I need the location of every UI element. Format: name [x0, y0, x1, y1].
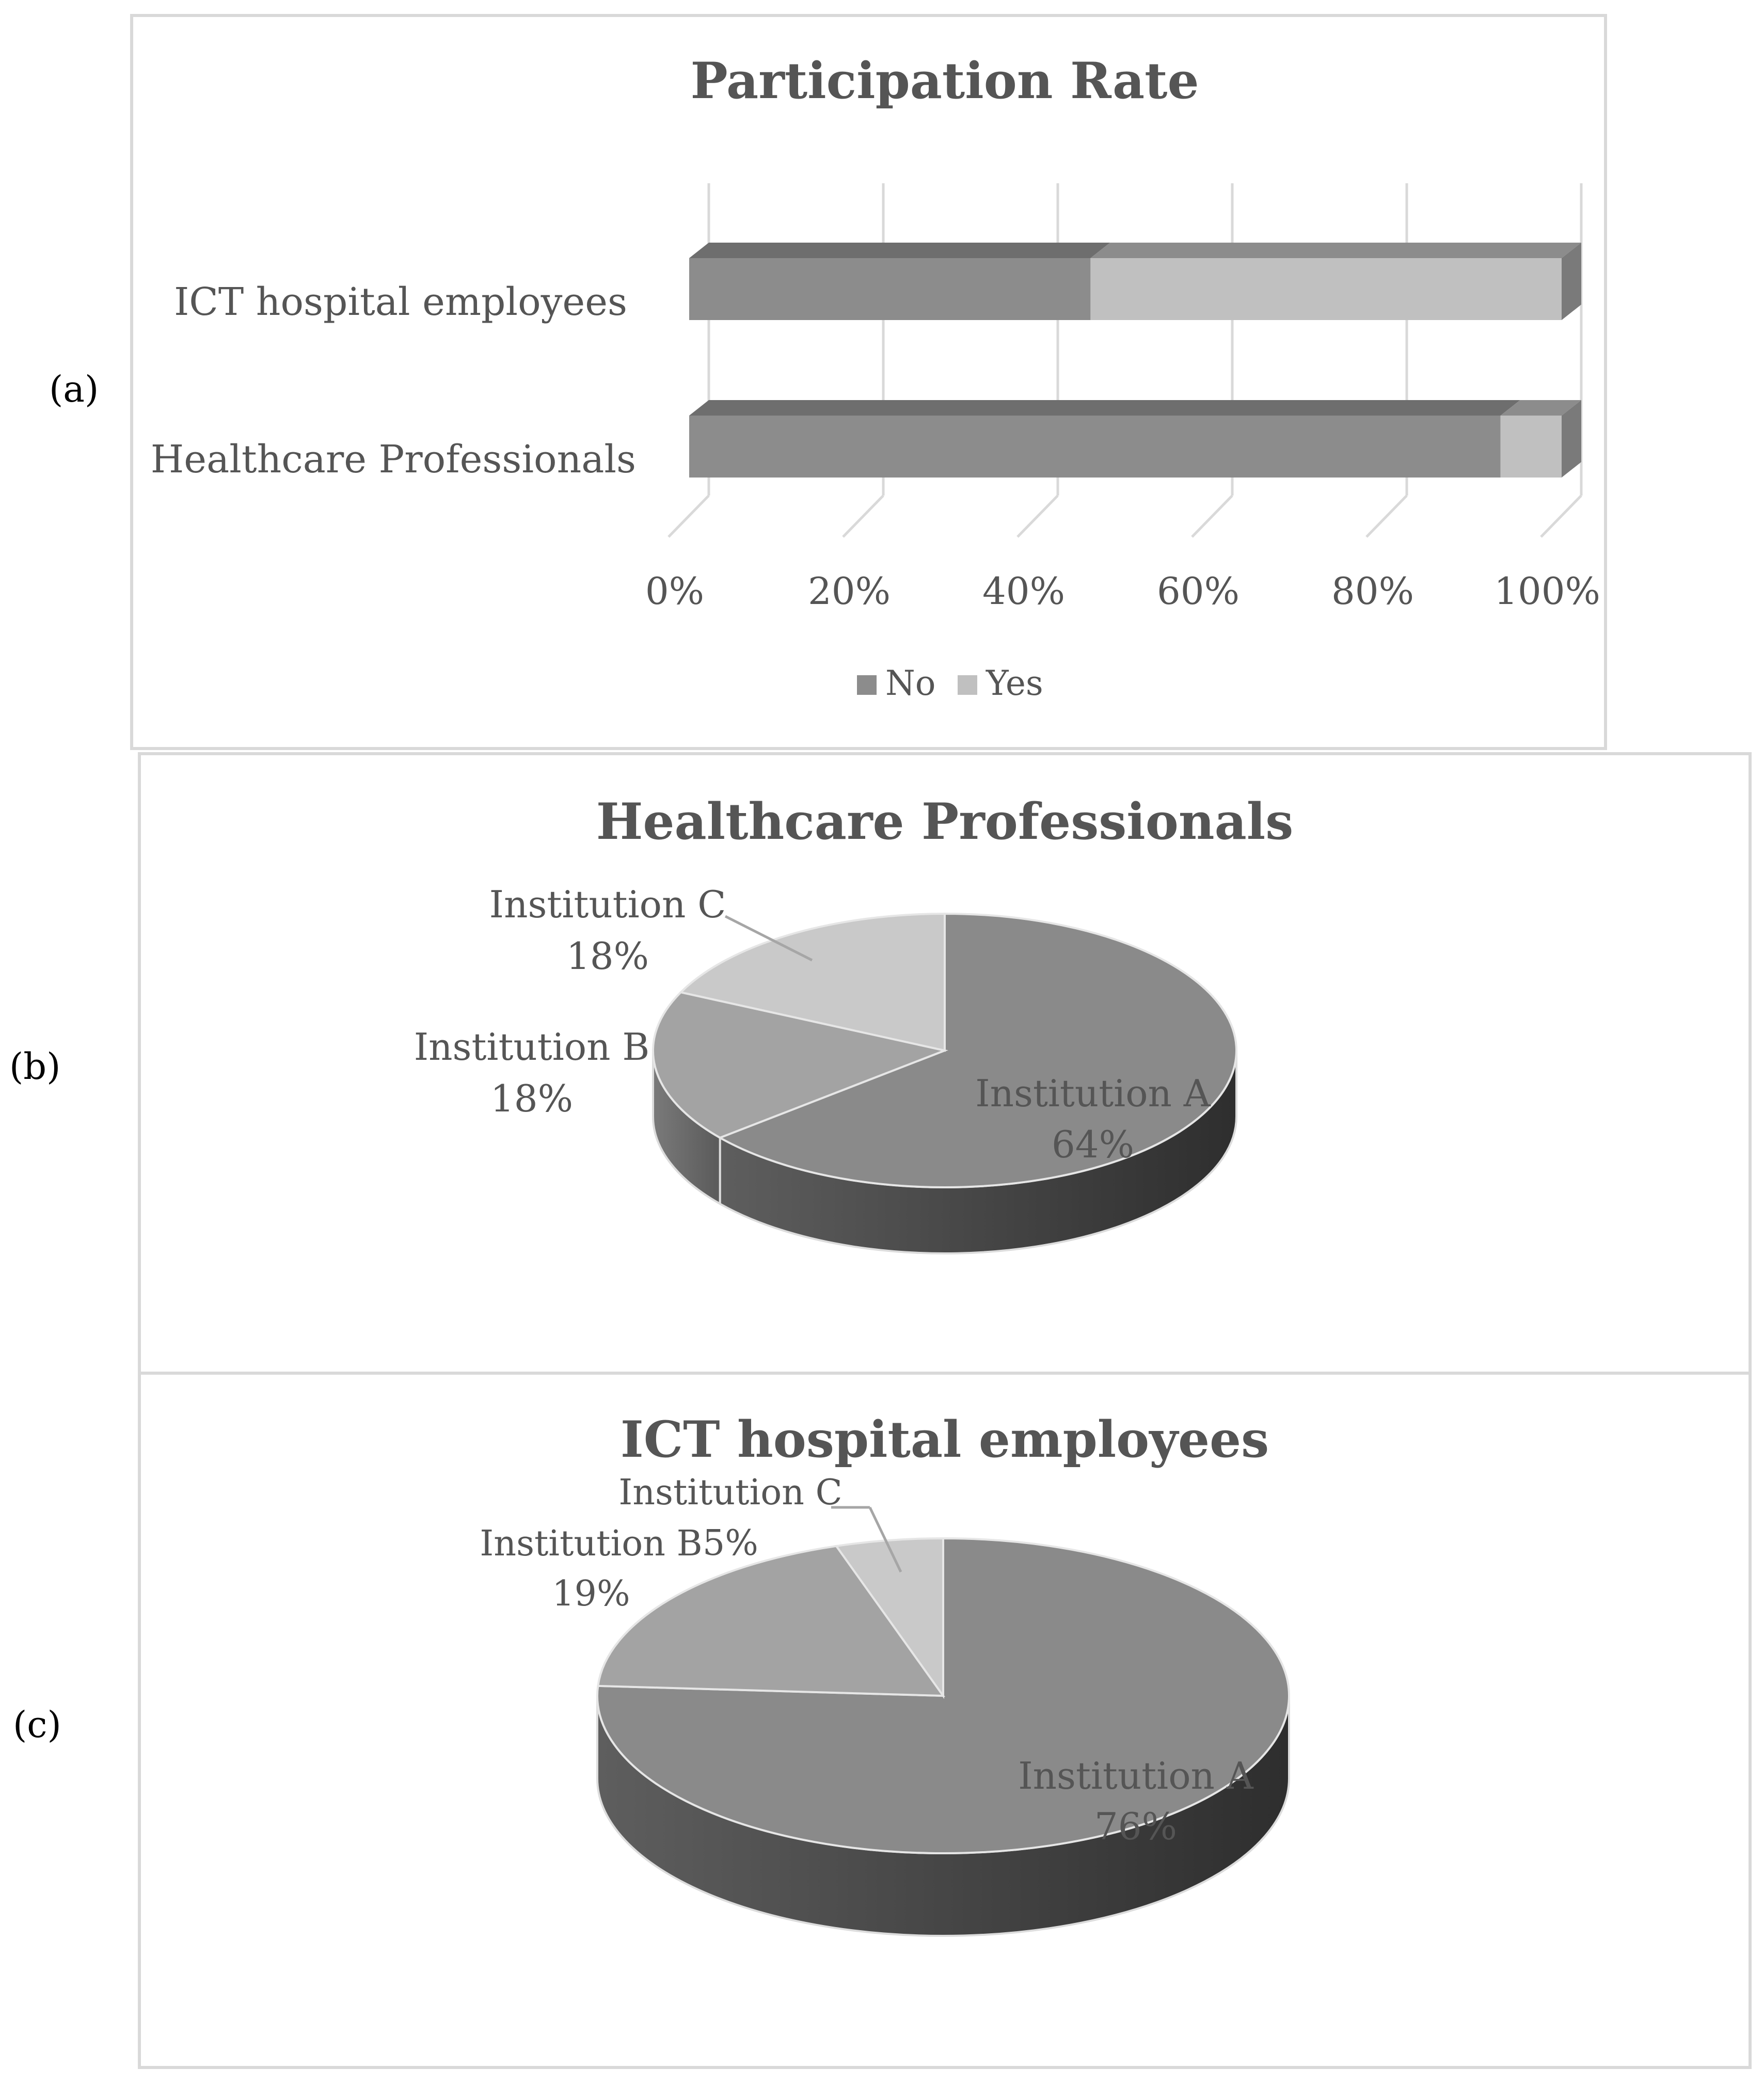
gridline-floor	[1365, 495, 1408, 538]
bar-segment-no	[689, 416, 1501, 478]
bar-segment-top	[1500, 400, 1581, 416]
bar-segment-yes	[1090, 258, 1562, 320]
panel-c-label: (c)	[13, 1704, 61, 1746]
bar-segment-no	[689, 258, 1091, 320]
legend-swatch-yes	[958, 675, 977, 695]
legend-label-no: No	[885, 663, 936, 703]
panel-a-label: (a)	[49, 368, 99, 410]
pie-c-label-c: Institution C	[618, 1472, 842, 1513]
pie-c-value-a: 76%	[1094, 1805, 1177, 1848]
bar-category-label: ICT hospital employees	[174, 280, 627, 324]
bar-end-face	[1562, 243, 1581, 320]
x-tick-label: 40%	[982, 569, 1065, 613]
pie-b-label-c: Institution C	[489, 883, 726, 926]
x-tick-label: 100%	[1494, 569, 1600, 613]
pie-slice-institution-c	[834, 1537, 944, 1699]
bar-segment-yes	[1500, 416, 1562, 478]
gridline-floor	[668, 495, 710, 538]
bar-legend: No Yes	[857, 663, 1043, 703]
pie-c-value-c: 5%	[703, 1523, 758, 1564]
gridline-floor	[1016, 495, 1059, 538]
x-tick-label: 60%	[1157, 569, 1239, 613]
bar-marks	[689, 243, 1581, 478]
pie-c-value-b: 19%	[552, 1573, 630, 1614]
pie-b-label-a: Institution A	[975, 1072, 1211, 1115]
pie-c-title: ICT hospital employees	[621, 1410, 1269, 1469]
pie-slice-institution-b	[597, 1545, 945, 1697]
pie-slice-institution-a	[717, 912, 1237, 1188]
pie-b-value-b: 18%	[490, 1077, 573, 1120]
bar-segment-top	[689, 400, 1520, 416]
x-tick-label: 20%	[808, 569, 891, 613]
pie-c-label-b: Institution B	[480, 1523, 702, 1564]
pie-slice-institution-c	[678, 912, 946, 1052]
pie-b-leader-line-c	[724, 915, 813, 962]
bar-chart-title: Participation Rate	[690, 52, 1199, 110]
bar-x-tick-labels: 0% 20% 40% 60% 80% 100%	[645, 569, 1600, 613]
legend-swatch-no	[857, 675, 877, 695]
pie-b-label-b: Institution B	[414, 1025, 650, 1069]
pie-c-slices	[596, 1537, 1290, 1937]
pie-slice-institution-b	[652, 991, 948, 1139]
x-tick-label: 0%	[645, 569, 704, 613]
pie-b-value-a: 64%	[1052, 1123, 1134, 1166]
bar-segment-top	[689, 243, 1110, 258]
bar-category-labels: ICT hospital employees Healthcare Profes…	[151, 280, 636, 482]
legend-label-yes: Yes	[986, 663, 1043, 703]
x-tick-label: 80%	[1331, 569, 1414, 613]
pie-b-value-c: 18%	[566, 934, 649, 978]
pie-b-title: Healthcare Professionals	[596, 792, 1294, 851]
pie-b-slices	[652, 912, 1237, 1254]
gridline-floor	[1540, 495, 1582, 538]
panel-b-label: (b)	[9, 1045, 60, 1088]
pie-c-leader-line-c-2	[868, 1506, 902, 1573]
bar-segment-top	[1090, 243, 1581, 258]
bar-category-label: Healthcare Professionals	[151, 437, 636, 482]
panel-a-frame	[130, 14, 1607, 750]
pie-c-label-a: Institution A	[1018, 1754, 1254, 1797]
gridline-floor	[1191, 495, 1233, 538]
bar-end-face	[1562, 400, 1581, 478]
gridline-floor	[842, 495, 884, 538]
